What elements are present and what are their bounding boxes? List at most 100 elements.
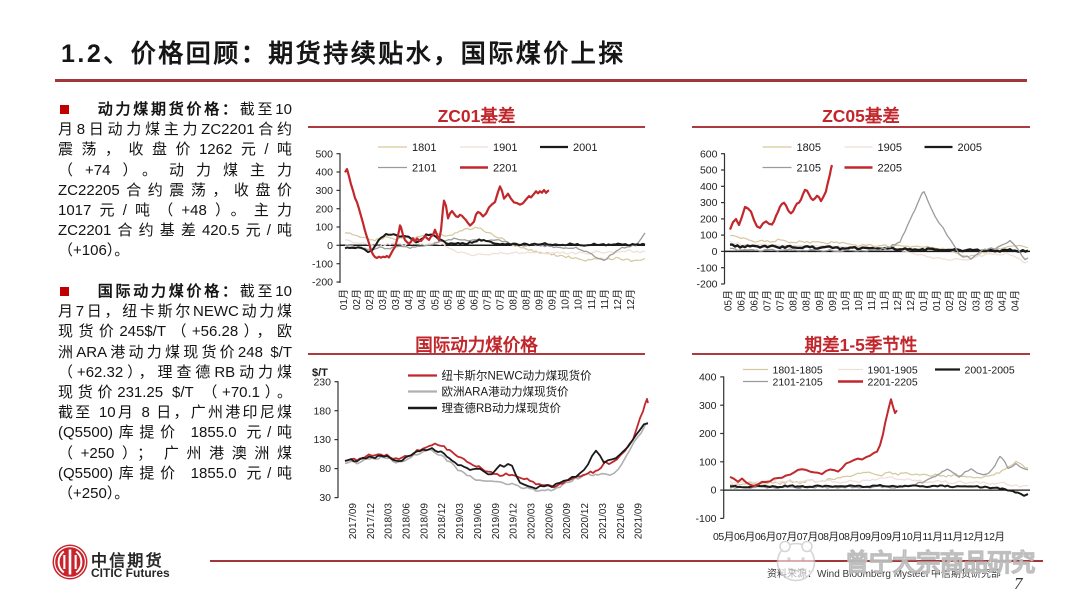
svg-text:2201-2205: 2201-2205 — [868, 376, 918, 388]
svg-text:09月: 09月 — [827, 290, 839, 311]
svg-text:11月: 11月 — [879, 290, 891, 310]
svg-text:欧洲ARA港动力煤现货价: 欧洲ARA港动力煤现货价 — [442, 384, 570, 398]
svg-text:1805: 1805 — [797, 142, 821, 154]
svg-text:1901: 1901 — [493, 142, 517, 154]
svg-text:12月: 12月 — [625, 289, 637, 310]
svg-text:04月: 04月 — [996, 290, 1008, 311]
svg-text:2020/03: 2020/03 — [527, 503, 538, 540]
svg-text:05月06月06月07月07月08月08月09月09月10月: 05月06月06月07月07月08月08月09月09月10月11月11月12月1… — [713, 531, 1005, 543]
svg-text:曾宁大宗商品研究: 曾宁大宗商品研究 — [845, 548, 1036, 577]
svg-text:10月: 10月 — [840, 290, 852, 311]
svg-text:2021/09: 2021/09 — [634, 503, 645, 540]
svg-text:400: 400 — [699, 372, 717, 384]
svg-text:08月: 08月 — [521, 289, 533, 310]
svg-text:500: 500 — [700, 165, 718, 177]
svg-text:02月: 02月 — [944, 290, 956, 311]
svg-text:07月: 07月 — [495, 289, 507, 310]
svg-text:04月: 04月 — [416, 289, 428, 310]
svg-text:2001: 2001 — [573, 142, 597, 154]
svg-text:2018/12: 2018/12 — [437, 503, 448, 540]
svg-text:180: 180 — [313, 405, 331, 417]
svg-text:2019/06: 2019/06 — [473, 503, 484, 540]
svg-text:2021/06: 2021/06 — [616, 503, 627, 540]
svg-text:400: 400 — [700, 181, 718, 193]
svg-text:130: 130 — [313, 434, 331, 446]
svg-text:230: 230 — [313, 376, 331, 388]
svg-text:1801-1805: 1801-1805 — [773, 364, 823, 376]
svg-text:04月: 04月 — [403, 289, 415, 310]
svg-text:2020/09: 2020/09 — [562, 503, 573, 540]
svg-text:07月: 07月 — [481, 289, 493, 310]
svg-text:500: 500 — [315, 148, 333, 160]
svg-text:2017/12: 2017/12 — [366, 503, 377, 540]
svg-text:2018/09: 2018/09 — [419, 503, 430, 540]
svg-text:03月: 03月 — [970, 290, 982, 311]
svg-text:-100: -100 — [312, 258, 333, 270]
svg-text:200: 200 — [315, 203, 333, 215]
svg-text:06月: 06月 — [736, 290, 748, 311]
svg-text:01月: 01月 — [931, 290, 943, 311]
svg-text:2021/03: 2021/03 — [598, 503, 609, 540]
svg-text:09月: 09月 — [814, 290, 826, 311]
svg-text:03月: 03月 — [983, 290, 995, 311]
svg-text:12月: 12月 — [612, 289, 624, 310]
svg-text:10月: 10月 — [573, 289, 585, 310]
svg-text:1905: 1905 — [878, 142, 902, 154]
svg-text:08月: 08月 — [801, 290, 813, 311]
svg-text:2105: 2105 — [797, 162, 821, 174]
svg-text:0: 0 — [712, 246, 718, 258]
svg-text:纽卡斯尔NEWC动力煤现货价: 纽卡斯尔NEWC动力煤现货价 — [442, 368, 593, 382]
svg-text:2019/09: 2019/09 — [491, 503, 502, 540]
svg-text:2005: 2005 — [958, 142, 982, 154]
svg-text:2018/03: 2018/03 — [384, 503, 395, 540]
svg-text:2020/12: 2020/12 — [580, 503, 591, 540]
svg-text:04月: 04月 — [1009, 290, 1021, 311]
svg-text:11月: 11月 — [599, 289, 611, 309]
svg-text:-200: -200 — [696, 279, 717, 291]
svg-text:2018/06: 2018/06 — [402, 503, 413, 540]
svg-text:2201: 2201 — [493, 162, 517, 174]
svg-text:2101: 2101 — [412, 162, 436, 174]
svg-text:03月: 03月 — [377, 289, 389, 310]
svg-text:-100: -100 — [696, 262, 717, 274]
svg-text:$/T: $/T — [312, 367, 328, 379]
svg-text:2017/09: 2017/09 — [348, 503, 359, 540]
svg-text:11月: 11月 — [586, 289, 598, 309]
svg-text:05月: 05月 — [442, 289, 454, 310]
svg-text:02月: 02月 — [364, 289, 376, 310]
svg-text:01月: 01月 — [338, 289, 350, 310]
svg-text:100: 100 — [699, 456, 717, 468]
svg-text:200: 200 — [700, 214, 718, 226]
svg-text:2001-2005: 2001-2005 — [965, 364, 1015, 376]
svg-text:09月: 09月 — [547, 289, 559, 310]
svg-text:600: 600 — [700, 148, 718, 160]
svg-text:-100: -100 — [695, 513, 716, 525]
svg-text:08月: 08月 — [508, 289, 520, 310]
svg-text:0: 0 — [711, 485, 717, 497]
svg-text:10月: 10月 — [853, 290, 865, 311]
svg-text:2020/06: 2020/06 — [544, 503, 555, 540]
svg-text:200: 200 — [699, 428, 717, 440]
svg-text:09月: 09月 — [534, 289, 546, 310]
svg-text:300: 300 — [315, 185, 333, 197]
svg-text:2019/03: 2019/03 — [455, 503, 466, 540]
svg-text:05月: 05月 — [723, 290, 735, 311]
svg-text:300: 300 — [699, 400, 717, 412]
svg-text:理查德RB动力煤现货价: 理查德RB动力煤现货价 — [442, 401, 562, 415]
svg-text:12月: 12月 — [905, 290, 917, 311]
svg-text:0: 0 — [327, 240, 333, 252]
svg-text:02月: 02月 — [957, 290, 969, 311]
svg-text:2101-2105: 2101-2105 — [773, 376, 823, 388]
svg-text:08月: 08月 — [788, 290, 800, 311]
svg-text:06月: 06月 — [455, 289, 467, 310]
svg-text:100: 100 — [700, 230, 718, 242]
svg-text:1801: 1801 — [412, 142, 436, 154]
svg-text:06月: 06月 — [749, 290, 761, 311]
svg-text:02月: 02月 — [351, 289, 363, 310]
svg-text:06月: 06月 — [468, 289, 480, 310]
svg-text:80: 80 — [319, 463, 331, 475]
svg-text:01月: 01月 — [918, 290, 930, 311]
svg-text:300: 300 — [700, 197, 718, 209]
svg-text:07月: 07月 — [762, 290, 774, 311]
svg-text:03月: 03月 — [390, 289, 402, 310]
